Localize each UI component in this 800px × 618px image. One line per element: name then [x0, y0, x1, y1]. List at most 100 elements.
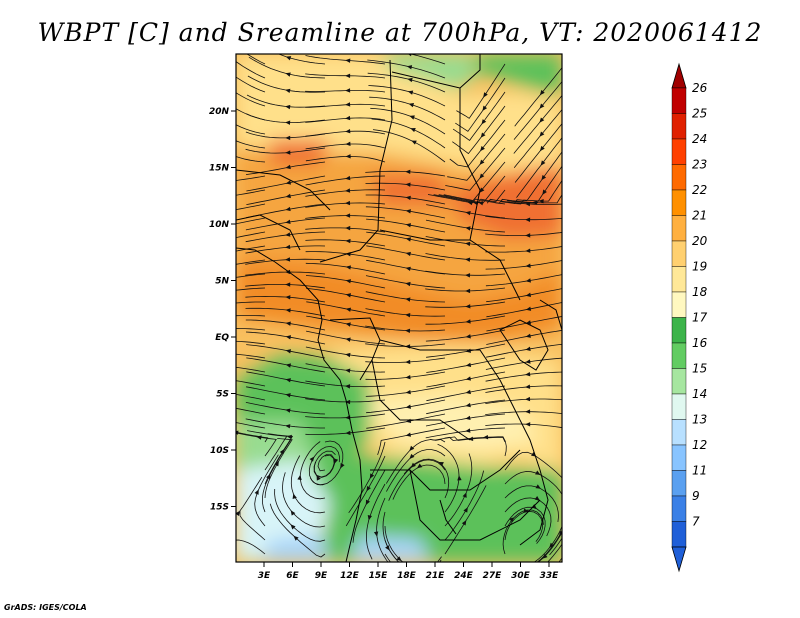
streamline-arrow — [309, 456, 315, 462]
colorbar-label: 23 — [692, 158, 707, 172]
streamline-arrow — [523, 508, 529, 513]
streamline-arrow — [539, 145, 545, 152]
streamline — [264, 433, 294, 485]
lon-tick-label: 12E — [340, 571, 360, 581]
streamline-arrow — [465, 288, 471, 294]
colorbar-label: 20 — [692, 234, 708, 248]
field-blue-south — [350, 535, 430, 562]
streamline-arrow — [525, 346, 531, 351]
streamline-arrow — [462, 492, 467, 498]
streamline — [305, 155, 386, 163]
streamline — [426, 371, 506, 388]
streamline — [425, 287, 506, 292]
streamline-arrow — [225, 151, 231, 157]
streamline — [245, 231, 326, 243]
field-hotspot-north — [270, 140, 330, 165]
field-blue-south — [260, 535, 330, 562]
streamline-arrow — [465, 376, 472, 381]
streamline — [246, 113, 326, 123]
streamline — [425, 329, 506, 342]
streamline — [565, 442, 623, 476]
streamline — [305, 363, 386, 373]
streamline — [290, 455, 326, 514]
streamline-arrow — [525, 292, 532, 297]
streamline — [306, 287, 386, 303]
streamline — [365, 483, 386, 560]
streamline — [386, 449, 446, 492]
streamline — [504, 506, 546, 544]
streamline-arrow — [228, 537, 235, 543]
streamline-arrow — [285, 72, 291, 77]
streamline-arrow — [225, 314, 230, 319]
streamline-arrow — [236, 510, 240, 517]
streamline — [248, 56, 326, 79]
streamline-arrow — [409, 453, 415, 459]
lon-tick-label: 15E — [369, 571, 389, 581]
streamline — [246, 386, 326, 401]
streamline — [305, 346, 386, 359]
streamline — [485, 385, 562, 393]
colorbar-label: 12 — [692, 438, 707, 452]
streamline — [392, 464, 446, 500]
streamline-arrow — [266, 473, 271, 480]
streamline-arrow — [285, 321, 291, 326]
streamline-arrow — [285, 180, 292, 185]
streamline — [365, 308, 446, 317]
colorbar-bin — [671, 495, 687, 522]
streamline-arrow — [225, 364, 230, 369]
colorbar-bin — [671, 240, 687, 267]
streamline-arrow — [405, 237, 412, 242]
lon-tick-label: 21E — [426, 571, 446, 581]
streamline — [236, 76, 266, 93]
colorbar-bin — [671, 444, 687, 471]
streamline — [236, 189, 266, 196]
streamline-arrow — [409, 115, 415, 120]
streamline-arrow — [405, 389, 411, 395]
streamline-arrow — [345, 307, 352, 312]
streamline — [236, 301, 265, 304]
streamline-arrow — [405, 169, 411, 174]
colorbar-label: 9 — [692, 489, 700, 503]
streamline-arrow — [410, 462, 416, 468]
streamline — [305, 175, 386, 186]
field-green-south — [320, 455, 562, 562]
streamline — [245, 402, 326, 415]
streamline — [365, 170, 446, 177]
streamline — [305, 413, 386, 419]
streamline-arrow — [468, 436, 474, 442]
streamline-arrow — [483, 434, 489, 440]
streamline-arrow — [525, 371, 531, 377]
streamline — [305, 227, 386, 233]
streamline — [425, 219, 506, 233]
streamline — [536, 529, 562, 562]
streamline — [246, 371, 326, 387]
colorbar-label: 11 — [692, 464, 707, 478]
streamline-arrow — [479, 187, 485, 193]
streamline — [447, 133, 506, 181]
streamline — [513, 151, 562, 205]
streamline-arrow — [542, 553, 548, 559]
streamline — [425, 253, 506, 261]
streamline — [236, 61, 266, 79]
border-line — [439, 499, 457, 535]
border-line — [370, 449, 521, 491]
colorbar-bin — [671, 87, 687, 114]
colorbar-bin — [671, 368, 687, 395]
streamline-arrow — [465, 257, 471, 262]
map-title: WBPT [C] and Sreamline at 700hPa, VT: 20… — [37, 18, 763, 47]
colorbar-bin — [671, 189, 687, 216]
streamline — [449, 119, 506, 168]
streamline-arrow — [292, 493, 297, 500]
streamline-arrow — [482, 105, 488, 111]
streamline-arrow — [285, 232, 291, 237]
streamline-arrow — [525, 396, 531, 402]
streamline — [305, 143, 386, 150]
streamline — [485, 423, 562, 428]
streamline-arrow — [225, 289, 231, 294]
streamline — [514, 67, 562, 127]
streamline-arrow — [385, 545, 390, 551]
streamline — [236, 422, 266, 429]
streamline-arrow — [285, 335, 291, 340]
streamline — [246, 344, 326, 359]
